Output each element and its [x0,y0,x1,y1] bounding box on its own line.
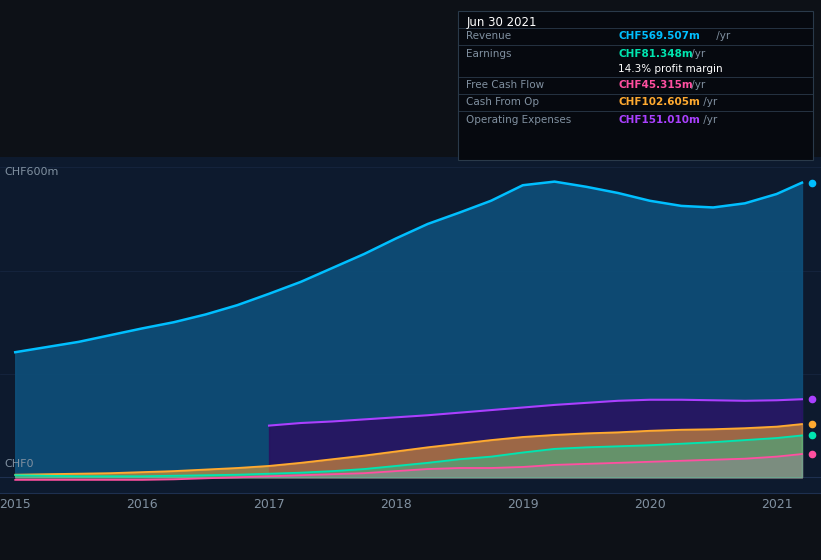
Text: Free Cash Flow: Free Cash Flow [466,80,544,90]
Text: Cash From Op: Cash From Op [466,97,539,108]
Text: CHF600m: CHF600m [4,167,58,177]
Text: Operating Expenses: Operating Expenses [466,115,571,125]
Text: CHF0: CHF0 [4,459,34,469]
Text: /yr: /yr [688,49,705,59]
Text: Revenue: Revenue [466,31,511,41]
Text: /yr: /yr [700,115,718,125]
Text: /yr: /yr [700,97,718,108]
Text: 14.3% profit margin: 14.3% profit margin [618,64,722,74]
Text: /yr: /yr [713,31,730,41]
Text: CHF151.010m: CHF151.010m [618,115,700,125]
Text: CHF81.348m: CHF81.348m [618,49,693,59]
Text: CHF45.315m: CHF45.315m [618,80,693,90]
Text: /yr: /yr [688,80,705,90]
Text: Earnings: Earnings [466,49,511,59]
Text: CHF569.507m: CHF569.507m [618,31,700,41]
Text: Jun 30 2021: Jun 30 2021 [466,16,537,29]
Text: CHF102.605m: CHF102.605m [618,97,700,108]
